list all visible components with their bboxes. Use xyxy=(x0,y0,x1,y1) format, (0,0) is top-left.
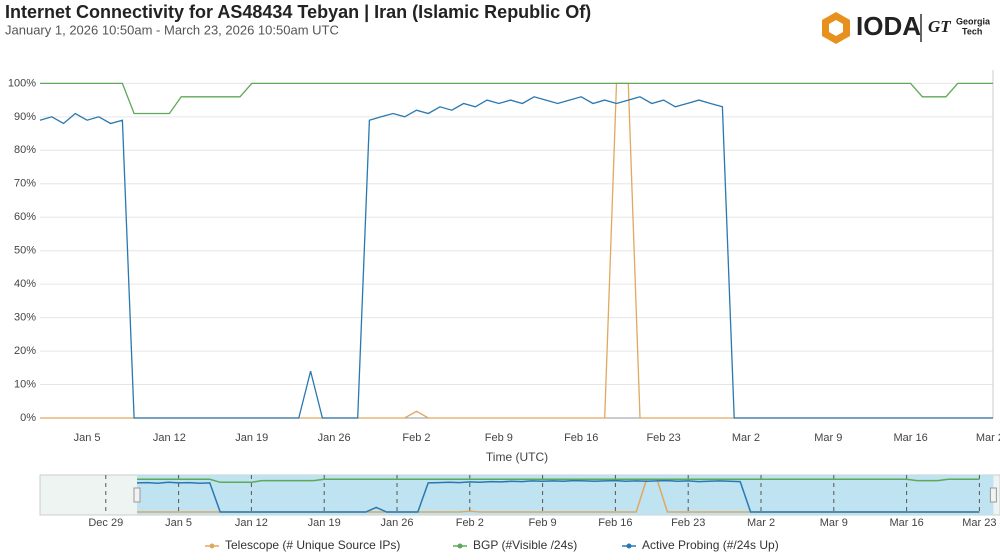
y-tick-label: 0% xyxy=(20,412,36,424)
y-tick-label: 80% xyxy=(14,144,36,156)
ioda-logo: IODA GT Georgia Tech xyxy=(822,11,991,44)
x-tick-label: Mar 23 xyxy=(976,432,1000,444)
x-tick-label: Feb 9 xyxy=(485,432,513,444)
legend-item: Active Probing (#/24s Up) xyxy=(622,538,779,552)
navigator-tick-label: Feb 2 xyxy=(456,517,484,529)
page-subtitle: January 1, 2026 10:50am - March 23, 2026… xyxy=(5,22,339,37)
navigator-tick-label: Feb 23 xyxy=(671,517,705,529)
y-tick-label: 40% xyxy=(14,278,36,290)
navigator-tick-label: Feb 9 xyxy=(529,517,557,529)
x-axis-label: Time (UTC) xyxy=(486,450,548,464)
x-tick-label: Jan 5 xyxy=(74,432,101,444)
y-tick-label: 10% xyxy=(14,378,36,390)
navigator-tick-label: Jan 12 xyxy=(235,517,268,529)
navigator-tick-label: Jan 19 xyxy=(308,517,341,529)
navigator-handle xyxy=(989,487,997,503)
navigator-handle xyxy=(133,487,141,503)
y-tick-label: 50% xyxy=(14,245,36,257)
partner-name: Tech xyxy=(962,26,982,36)
y-tick-label: 30% xyxy=(14,312,36,324)
legend-marker xyxy=(626,543,632,549)
navigator-tick-label: Jan 26 xyxy=(380,517,413,529)
legend-label: Telescope (# Unique Source IPs) xyxy=(225,538,400,552)
series-line xyxy=(40,82,993,115)
y-tick-label: 20% xyxy=(14,345,36,357)
x-tick-label: Feb 23 xyxy=(646,432,680,444)
navigator-tick-label: Mar 23 xyxy=(962,517,996,529)
x-tick-label: Feb 16 xyxy=(564,432,598,444)
partner-mark: GT xyxy=(928,17,951,36)
x-tick-label: Jan 12 xyxy=(153,432,186,444)
legend-item: Telescope (# Unique Source IPs) xyxy=(205,538,400,552)
y-tick-label: 70% xyxy=(14,178,36,190)
x-tick-label: Mar 2 xyxy=(732,432,760,444)
legend-marker xyxy=(209,543,215,549)
navigator-tick-label: Mar 2 xyxy=(747,517,775,529)
x-tick-label: Feb 2 xyxy=(402,432,430,444)
navigator-tick-label: Mar 16 xyxy=(889,517,923,529)
series-line xyxy=(39,96,993,419)
y-tick-label: 100% xyxy=(8,77,36,89)
navigator-tick-label: Feb 16 xyxy=(598,517,632,529)
x-tick-label: Mar 9 xyxy=(814,432,842,444)
legend-label: Active Probing (#/24s Up) xyxy=(642,538,779,552)
legend-label: BGP (#Visible /24s) xyxy=(473,538,577,552)
x-tick-label: Mar 16 xyxy=(894,432,928,444)
navigator-line xyxy=(136,479,980,513)
navigator-tick-label: Mar 9 xyxy=(820,517,848,529)
x-tick-label: Jan 19 xyxy=(235,432,268,444)
logo-text: IODA xyxy=(856,11,921,41)
navigator-tick-label: Jan 5 xyxy=(165,517,192,529)
legend-marker xyxy=(457,543,463,549)
navigator-tick-label: Dec 29 xyxy=(88,517,123,529)
navigator-line xyxy=(137,478,980,484)
page-title: Internet Connectivity for AS48434 Tebyan… xyxy=(5,2,591,22)
y-tick-label: 60% xyxy=(14,211,36,223)
x-tick-label: Jan 26 xyxy=(318,432,351,444)
partner-name: Georgia xyxy=(956,16,991,26)
legend-item: BGP (#Visible /24s) xyxy=(453,538,577,552)
y-tick-label: 90% xyxy=(14,111,36,123)
